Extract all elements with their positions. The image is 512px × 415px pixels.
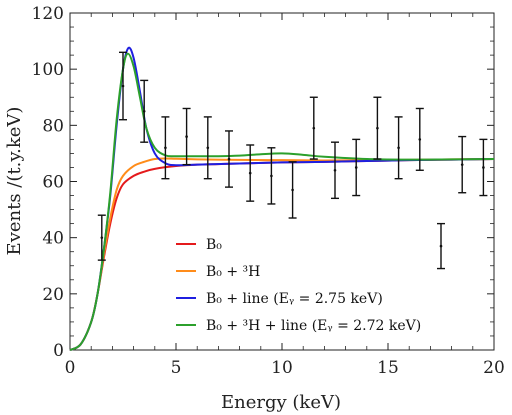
y-tick-label: 0 <box>53 341 64 361</box>
y-tick-label: 20 <box>42 285 64 305</box>
ticks: 0 5 10 15 20 0 20 40 60 80 100 120 <box>32 4 505 378</box>
data-point <box>437 222 445 270</box>
data-marker <box>482 166 485 169</box>
data-marker <box>206 146 210 150</box>
legend-label-0: B₀ <box>206 237 222 253</box>
data-point <box>140 79 149 143</box>
data-point <box>309 96 318 160</box>
data-marker <box>185 135 188 138</box>
data-point <box>373 96 382 160</box>
data-point <box>331 141 339 200</box>
data-point <box>97 214 106 261</box>
data-marker <box>291 188 294 192</box>
data-points <box>97 51 488 270</box>
data-marker <box>333 168 337 172</box>
y-tick-label: 120 <box>32 4 64 24</box>
data-point <box>246 144 255 202</box>
y-tick-label: 40 <box>42 229 64 249</box>
data-marker <box>270 174 273 178</box>
data-point <box>288 161 297 219</box>
data-marker <box>376 126 379 130</box>
data-marker <box>227 157 231 161</box>
data-point <box>479 138 488 197</box>
legend-label-1: B₀ + ³H <box>206 264 260 280</box>
data-marker <box>312 126 316 130</box>
series-line-3 <box>69 52 495 351</box>
legend-label-2: B₀ + line (Eᵧ = 2.75 keV) <box>206 291 383 307</box>
x-tick-label: 10 <box>271 358 293 378</box>
data-marker <box>142 109 146 113</box>
data-marker <box>100 236 104 239</box>
data-point <box>203 116 212 180</box>
data-point <box>161 116 170 180</box>
y-tick-label: 60 <box>42 173 64 193</box>
data-marker <box>439 244 443 248</box>
data-marker <box>354 166 358 169</box>
legend-label-3: B₀ + ³H + line (Eᵧ = 2.72 keV) <box>206 318 421 334</box>
data-marker <box>460 163 464 166</box>
data-marker <box>418 138 422 141</box>
x-tick-label: 15 <box>377 358 399 378</box>
y-axis-title: Events /(t.y.keV) <box>4 107 25 256</box>
data-marker <box>248 171 252 175</box>
data-point <box>225 130 233 188</box>
legend: B₀ B₀ + ³H B₀ + line (Eᵧ = 2.75 keV) B₀ + ³… <box>176 237 421 334</box>
y-tick-label: 80 <box>42 116 64 136</box>
data-point <box>119 51 127 121</box>
curves <box>69 46 495 351</box>
data-point <box>352 138 361 197</box>
data-point <box>415 107 424 171</box>
data-marker <box>121 84 125 88</box>
data-marker <box>164 146 167 150</box>
x-tick-label: 0 <box>65 358 76 378</box>
x-axis-title: Energy (keV) <box>221 392 341 413</box>
data-point <box>394 116 403 180</box>
x-tick-label: 20 <box>483 358 505 378</box>
y-tick-label: 100 <box>32 60 64 80</box>
x-tick-label: 5 <box>171 358 182 378</box>
data-point <box>267 147 276 205</box>
data-marker <box>397 146 400 150</box>
data-point <box>458 135 467 194</box>
data-point <box>182 107 191 166</box>
